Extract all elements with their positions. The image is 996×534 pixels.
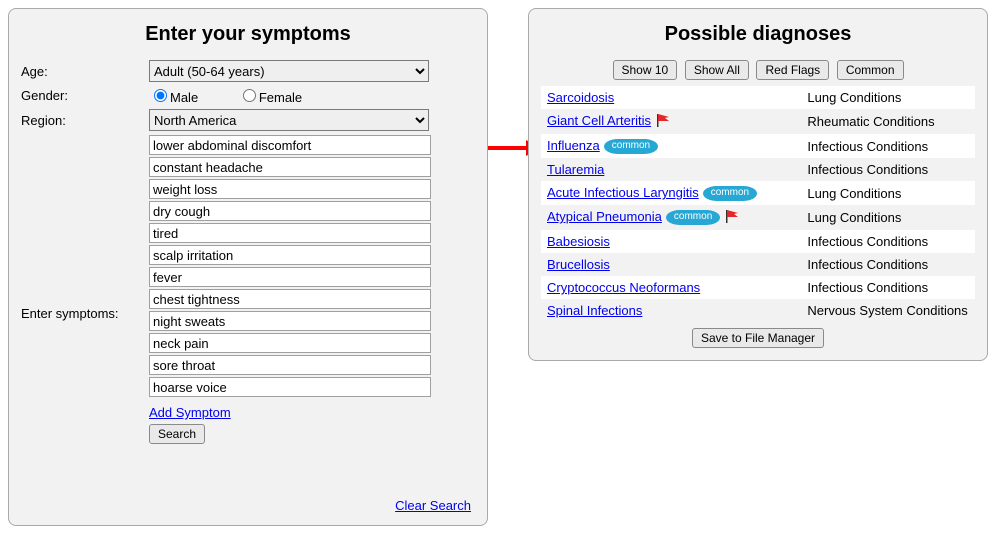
diagnosis-category: Lung Conditions	[801, 181, 975, 205]
gender-label: Gender:	[21, 88, 143, 103]
diagnosis-row: Sarcoidosis Lung Conditions	[541, 86, 975, 109]
clear-search-link[interactable]: Clear Search	[395, 498, 471, 513]
diagnoses-table: SarcoidosisLung ConditionsGiant Cell Art…	[541, 86, 975, 322]
symptom-input[interactable]	[149, 157, 431, 177]
diagnosis-link[interactable]: Influenza	[547, 138, 600, 153]
diagnosis-link[interactable]: Sarcoidosis	[547, 90, 614, 105]
symptom-input[interactable]	[149, 179, 431, 199]
gender-female-radio[interactable]	[243, 89, 256, 102]
show-10-button[interactable]: Show 10	[613, 60, 678, 80]
save-file-manager-button[interactable]: Save to File Manager	[692, 328, 824, 348]
diagnosis-category: Rheumatic Conditions	[801, 109, 975, 134]
show-all-button[interactable]: Show All	[685, 60, 749, 80]
gender-male-radio[interactable]	[154, 89, 167, 102]
common-badge: common	[604, 139, 658, 154]
symptom-input[interactable]	[149, 377, 431, 397]
symptom-input[interactable]	[149, 289, 431, 309]
diagnosis-link[interactable]: Atypical Pneumonia	[547, 209, 662, 224]
symptom-input[interactable]	[149, 311, 431, 331]
red-flags-button[interactable]: Red Flags	[756, 60, 829, 80]
filter-row: Show 10 Show All Red Flags Common	[541, 60, 975, 80]
region-label: Region:	[21, 113, 143, 128]
diagnosis-link[interactable]: Giant Cell Arteritis	[547, 113, 651, 128]
common-badge: common	[666, 210, 720, 225]
diagnosis-category: Lung Conditions	[801, 205, 975, 230]
search-button[interactable]: Search	[149, 424, 205, 444]
diagnosis-row: Tularemia Infectious Conditions	[541, 158, 975, 181]
symptom-input[interactable]	[149, 245, 431, 265]
symptom-input[interactable]	[149, 223, 431, 243]
red-flag-icon	[724, 209, 740, 226]
region-select[interactable]: North America	[149, 109, 429, 131]
add-symptom-link[interactable]: Add Symptom	[149, 405, 231, 420]
diagnosis-category: Lung Conditions	[801, 86, 975, 109]
age-label: Age:	[21, 64, 143, 79]
diagnosis-category: Infectious Conditions	[801, 158, 975, 181]
red-flag-icon	[655, 113, 671, 130]
symptom-input[interactable]	[149, 333, 431, 353]
symptom-input[interactable]	[149, 135, 431, 155]
diagnosis-category: Infectious Conditions	[801, 134, 975, 158]
symptoms-label: Enter symptoms:	[21, 306, 143, 321]
common-button[interactable]: Common	[837, 60, 904, 80]
diagnoses-panel: Possible diagnoses Show 10 Show All Red …	[528, 8, 988, 361]
diagnosis-link[interactable]: Brucellosis	[547, 257, 610, 272]
diagnosis-link[interactable]: Spinal Infections	[547, 303, 642, 318]
diagnosis-link[interactable]: Tularemia	[547, 162, 604, 177]
diagnosis-category: Infectious Conditions	[801, 253, 975, 276]
symptom-input[interactable]	[149, 355, 431, 375]
diagnosis-row: Acute Infectious Laryngitis common Lung Co…	[541, 181, 975, 205]
gender-group: Male Female	[149, 86, 475, 105]
diagnosis-link[interactable]: Babesiosis	[547, 234, 610, 249]
diagnosis-row: Giant Cell Arteritis Rheumatic Conditions	[541, 109, 975, 134]
arrow-divider	[488, 8, 528, 158]
diagnosis-row: Spinal Infections Nervous System Conditio…	[541, 299, 975, 322]
diagnosis-row: Brucellosis Infectious Conditions	[541, 253, 975, 276]
diagnosis-row: Influenza common Infectious Conditions	[541, 134, 975, 158]
diagnoses-title: Possible diagnoses	[541, 23, 975, 46]
symptom-input[interactable]	[149, 267, 431, 287]
diagnosis-row: Babesiosis Infectious Conditions	[541, 230, 975, 253]
symptoms-panel: Enter your symptoms Age: Adult (50-64 ye…	[8, 8, 488, 526]
diagnosis-link[interactable]: Acute Infectious Laryngitis	[547, 185, 699, 200]
symptom-input[interactable]	[149, 201, 431, 221]
age-select[interactable]: Adult (50-64 years)	[149, 60, 429, 82]
diagnosis-row: Cryptococcus Neoformans Infectious Condit…	[541, 276, 975, 299]
diagnosis-row: Atypical Pneumonia common Lung Conditions	[541, 205, 975, 230]
common-badge: common	[703, 186, 757, 201]
symptoms-title: Enter your symptoms	[21, 23, 475, 46]
diagnosis-link[interactable]: Cryptococcus Neoformans	[547, 280, 700, 295]
diagnosis-category: Nervous System Conditions	[801, 299, 975, 322]
diagnosis-category: Infectious Conditions	[801, 230, 975, 253]
gender-female-label: Female	[259, 90, 302, 105]
gender-male-label: Male	[170, 90, 198, 105]
diagnosis-category: Infectious Conditions	[801, 276, 975, 299]
